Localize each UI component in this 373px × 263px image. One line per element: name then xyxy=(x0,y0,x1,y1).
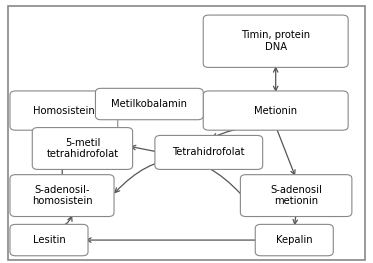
FancyBboxPatch shape xyxy=(255,224,333,256)
FancyBboxPatch shape xyxy=(10,224,88,256)
FancyBboxPatch shape xyxy=(10,175,114,216)
Text: Timin, protein
DNA: Timin, protein DNA xyxy=(241,31,310,52)
Text: S-adenosil-
homosistein: S-adenosil- homosistein xyxy=(32,185,93,206)
Text: 5-metil
tetrahidrofolat: 5-metil tetrahidrofolat xyxy=(46,138,119,159)
FancyBboxPatch shape xyxy=(203,15,348,67)
Text: Tetrahidrofolat: Tetrahidrofolat xyxy=(173,148,245,158)
FancyBboxPatch shape xyxy=(155,135,263,169)
Text: Kepalin: Kepalin xyxy=(276,235,313,245)
Text: Metionin: Metionin xyxy=(254,105,297,115)
FancyBboxPatch shape xyxy=(32,128,133,169)
FancyBboxPatch shape xyxy=(8,6,365,260)
Text: Metilkobalamin: Metilkobalamin xyxy=(111,99,187,109)
Text: Lesitin: Lesitin xyxy=(32,235,65,245)
FancyBboxPatch shape xyxy=(95,88,203,120)
FancyBboxPatch shape xyxy=(240,175,352,216)
FancyBboxPatch shape xyxy=(10,91,118,130)
Text: S-adenosil
metionin: S-adenosil metionin xyxy=(270,185,322,206)
Text: Homosistein: Homosistein xyxy=(33,105,95,115)
FancyBboxPatch shape xyxy=(203,91,348,130)
